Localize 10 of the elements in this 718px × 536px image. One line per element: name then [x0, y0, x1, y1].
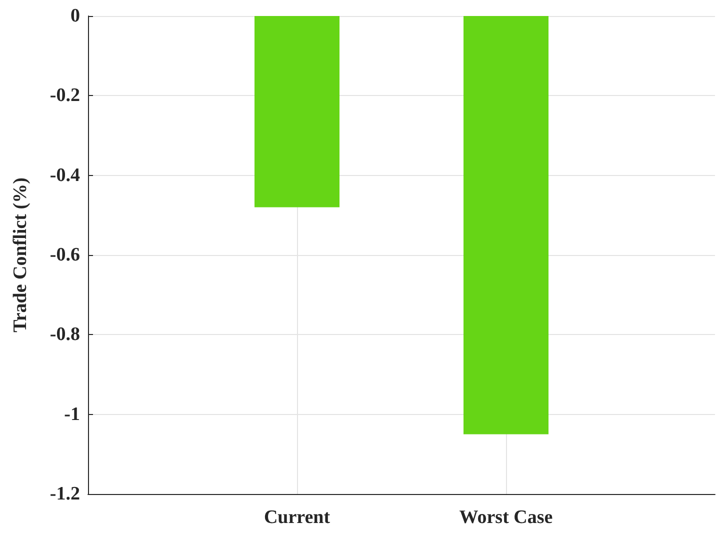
y-tick-label: -0.2: [50, 85, 80, 106]
y-tick-label: -1.2: [50, 484, 80, 504]
y-tick-label: -0.4: [50, 164, 80, 186]
y-tick-label: -0.8: [50, 324, 80, 346]
x-tick-label: Current: [264, 507, 331, 528]
y-axis-title: Trade Conflict (%): [10, 178, 31, 332]
y-tick-label: -1: [64, 404, 80, 425]
y-tick-label: 0: [70, 6, 80, 26]
y-tick-label: -0.6: [50, 244, 80, 266]
x-tick-label: Worst Case: [459, 507, 553, 528]
